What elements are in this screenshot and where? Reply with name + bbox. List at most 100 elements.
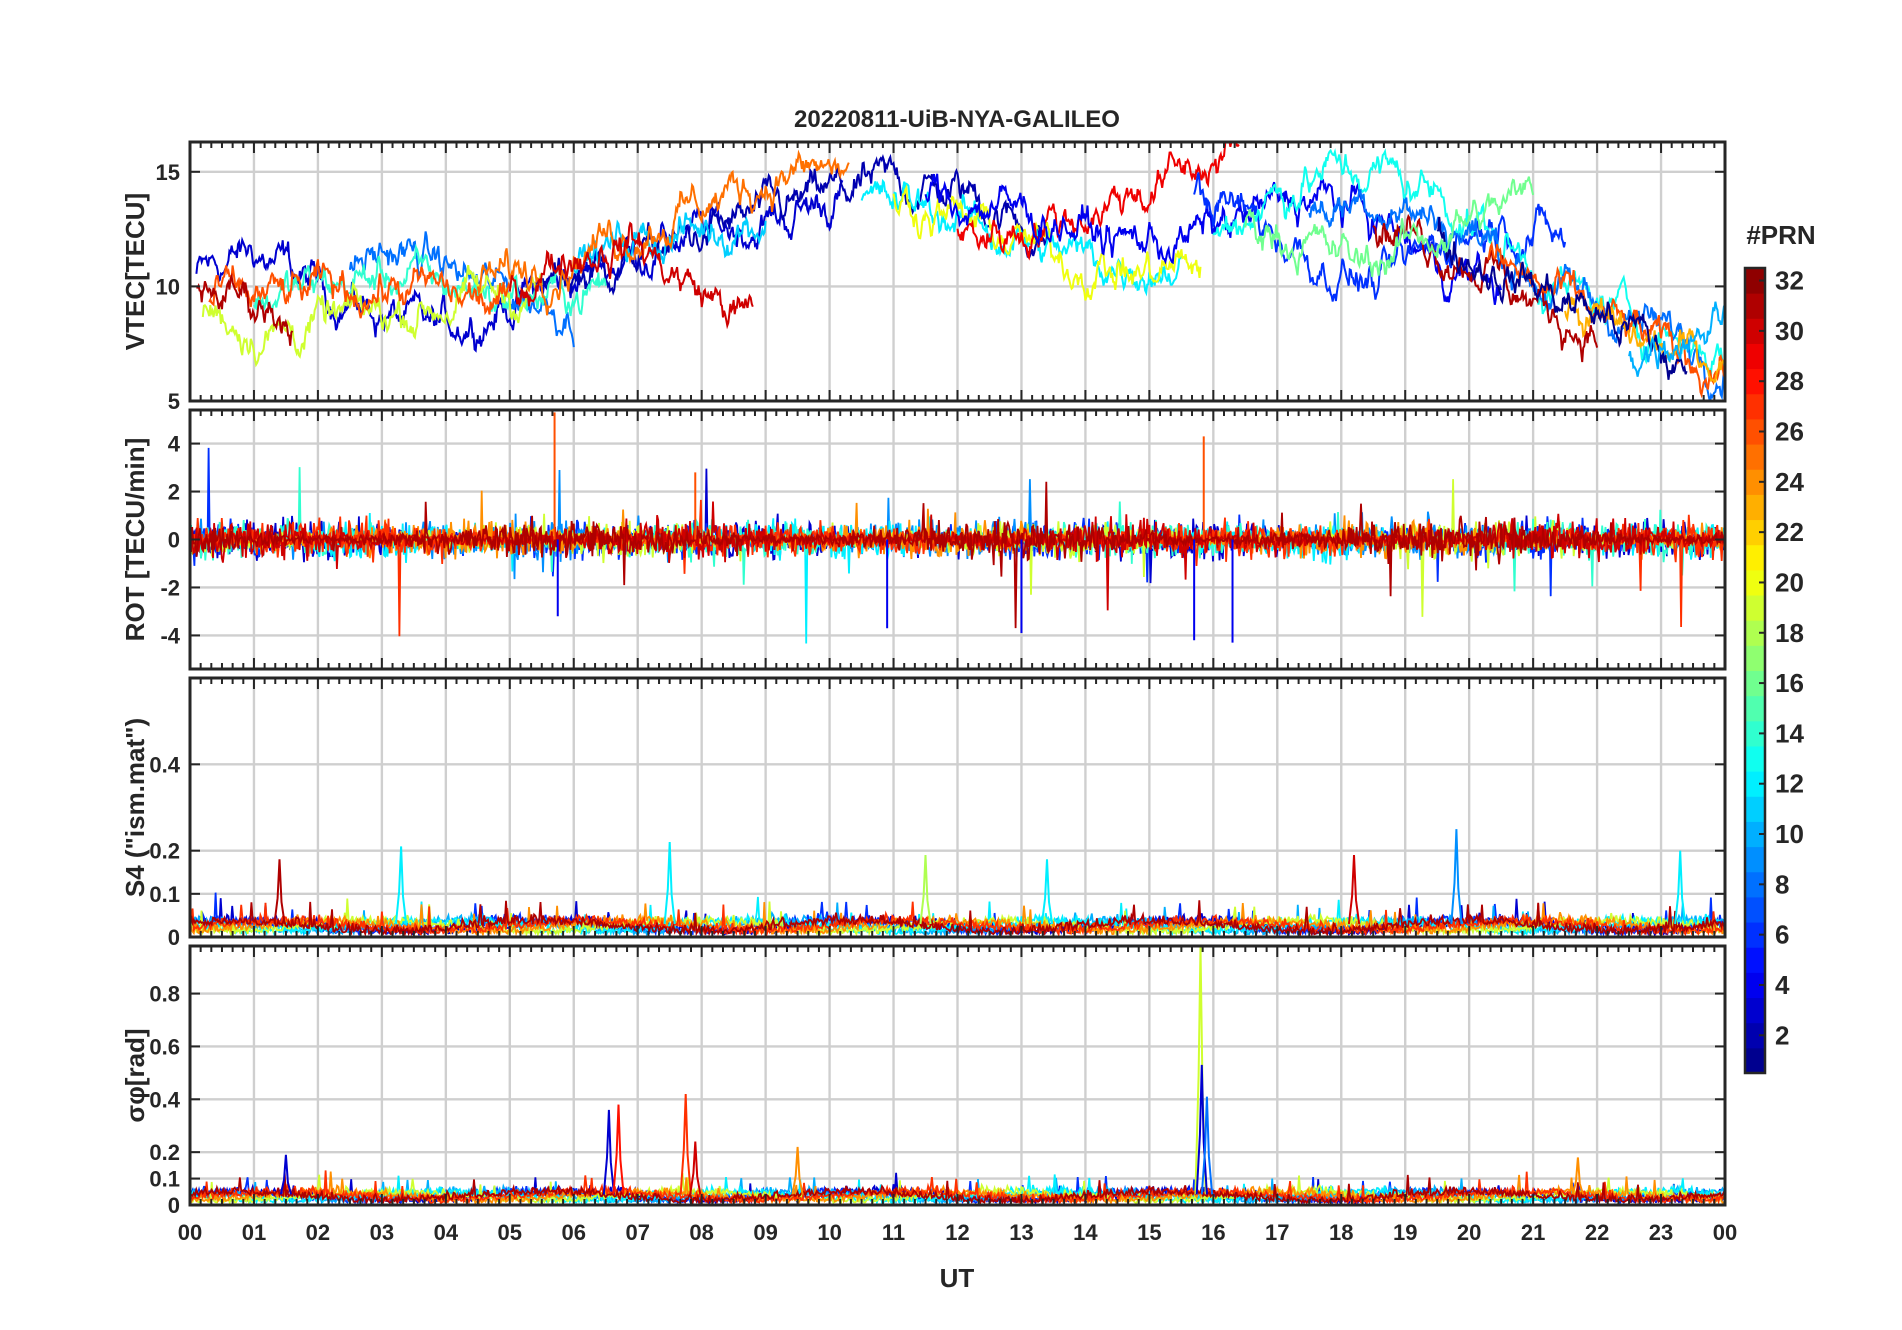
x-tick-label: 11 bbox=[882, 1220, 905, 1245]
peak-prn-18 bbox=[919, 854, 932, 925]
x-tick-label: 07 bbox=[625, 1220, 649, 1245]
panel-sigma_phi: 00.10.2 0.4 0.6 0.8 σφ[rad] bbox=[120, 944, 1727, 1218]
y-tick-label: 0 bbox=[168, 925, 180, 950]
colorbar-segment bbox=[1745, 418, 1765, 445]
series-line-prn-30 bbox=[508, 221, 754, 330]
series-line-prn-4 bbox=[924, 173, 1503, 305]
colorbar-tick-label: 28 bbox=[1775, 366, 1804, 396]
panel-s4-grid bbox=[190, 678, 1725, 939]
peak-prn-24 bbox=[791, 1146, 804, 1195]
peak-prn-3 bbox=[279, 1154, 293, 1195]
colorbar-segment bbox=[1745, 469, 1765, 495]
series-line-prn-29 bbox=[956, 142, 1240, 261]
colorbar-tick-label: 32 bbox=[1775, 266, 1804, 296]
x-tick-label: 04 bbox=[434, 1220, 459, 1245]
x-tick-label: 14 bbox=[1073, 1220, 1098, 1245]
colorbar-segment bbox=[1745, 645, 1765, 671]
series-line-prn-10 bbox=[1628, 301, 1725, 377]
y-tick-label: 0.4 bbox=[149, 752, 180, 777]
y-tick-label: 0.4 bbox=[149, 1087, 180, 1112]
colorbar-segment bbox=[1745, 343, 1765, 370]
colorbar-segment bbox=[1745, 293, 1765, 319]
colorbar-segment bbox=[1745, 695, 1765, 722]
x-axis: 00 01 02 03 04 05 06 07 08 09 10 11 12 13 14 15 16 17 18 19… bbox=[178, 1220, 1737, 1245]
colorbar-segment bbox=[1745, 1047, 1765, 1074]
colorbar-tick-label: 2 bbox=[1775, 1020, 1789, 1050]
colorbar-segment bbox=[1745, 745, 1765, 772]
colorbar-tick-label: 4 bbox=[1775, 970, 1790, 1000]
colorbar-segment bbox=[1745, 796, 1765, 822]
y-tick-label: 0.6 bbox=[149, 1034, 180, 1059]
peak-prn-27 bbox=[679, 1093, 692, 1195]
panel-rot-ylabel: ROT [TECU/min] bbox=[120, 438, 150, 642]
y-tick-label: 0 bbox=[168, 528, 180, 553]
peak-prn-12 bbox=[1674, 850, 1687, 925]
peak-prn-8 bbox=[1200, 1096, 1214, 1195]
panel-rot-ticks bbox=[189, 410, 1726, 669]
colorbar-frame bbox=[1743, 266, 1767, 1075]
series-line-prn-25 bbox=[476, 149, 850, 316]
peak-prn-3 bbox=[602, 1109, 615, 1195]
colorbar-segment bbox=[1745, 368, 1765, 395]
x-tick-label: 06 bbox=[562, 1220, 586, 1245]
series-line-prn-31 bbox=[196, 272, 294, 346]
y-tick-label: 0.1 bbox=[149, 1167, 180, 1192]
series-line-prn-1 bbox=[1436, 216, 1688, 380]
panel-rot: -4 -2 0 2 4 ROT [TECU/min] bbox=[120, 408, 1727, 671]
colorbar-segment bbox=[1745, 1022, 1765, 1049]
x-tick-label: 05 bbox=[498, 1220, 522, 1245]
x-tick-label: 22 bbox=[1585, 1220, 1609, 1245]
peak-prn-30 bbox=[1347, 854, 1361, 925]
colorbar-tick-label: 14 bbox=[1775, 718, 1804, 748]
y-tick-label: 2 bbox=[168, 480, 180, 505]
y-tick-label: 15 bbox=[156, 160, 180, 185]
colorbar-segment bbox=[1745, 620, 1765, 646]
colorbar-segment bbox=[1745, 444, 1765, 470]
x-tick-label: 16 bbox=[1201, 1220, 1225, 1245]
peak-prn-9 bbox=[1450, 829, 1463, 925]
panel-rot-data bbox=[190, 412, 1725, 644]
colorbar-label: #PRN bbox=[1746, 220, 1815, 250]
colorbar-segment bbox=[1745, 997, 1765, 1024]
colorbar-tick-label: 12 bbox=[1775, 769, 1804, 799]
colorbar-tick-label: 30 bbox=[1775, 316, 1804, 346]
series-line-prn-8 bbox=[1308, 189, 1725, 401]
series-line-prn-31 bbox=[1372, 213, 1599, 363]
colorbar-segment bbox=[1745, 544, 1765, 571]
x-tick-label: 18 bbox=[1329, 1220, 1353, 1245]
series-line-prn-26 bbox=[208, 259, 511, 319]
series-line-prn-16 bbox=[1244, 176, 1535, 277]
y-tick-label: 0.1 bbox=[149, 882, 180, 907]
panel-vtec-ylabel: VTEC[TECU] bbox=[120, 193, 150, 350]
y-tick-label: 0.8 bbox=[149, 982, 180, 1007]
colorbar-segment bbox=[1745, 494, 1765, 521]
colorbar-tick-label: 16 bbox=[1775, 668, 1804, 698]
panel-s4-ticks bbox=[189, 678, 1726, 938]
peak-prn-12 bbox=[1040, 859, 1054, 925]
series-line-prn-2 bbox=[540, 153, 1048, 296]
colorbar-tick-label: 20 bbox=[1775, 567, 1804, 597]
x-tick-label: 10 bbox=[817, 1220, 841, 1245]
x-axis-label: UT bbox=[940, 1263, 975, 1293]
x-tick-label: 02 bbox=[306, 1220, 330, 1245]
series-line-prn-31 bbox=[190, 481, 1725, 629]
panel-sigma_phi-ticks bbox=[189, 946, 1726, 1206]
y-tick-label: 4 bbox=[168, 432, 181, 457]
colorbar-tick-label: 18 bbox=[1775, 618, 1804, 648]
colorbar-segment bbox=[1745, 947, 1765, 973]
panel-sigma_phi-grid bbox=[190, 946, 1725, 1207]
colorbar-segment bbox=[1745, 393, 1765, 420]
colorbar-segment bbox=[1745, 519, 1765, 546]
x-tick-label: 17 bbox=[1265, 1220, 1289, 1245]
x-tick-label: 01 bbox=[242, 1220, 266, 1245]
x-tick-label: 21 bbox=[1521, 1220, 1545, 1245]
panel-vtec-ticks bbox=[189, 142, 1726, 402]
x-tick-label: 12 bbox=[945, 1220, 969, 1245]
series-line-prn-14 bbox=[253, 243, 607, 317]
colorbar-tick-label: 8 bbox=[1775, 869, 1789, 899]
panel-s4: 0 0.1 0.2 0.4S4 ("ism.mat") bbox=[120, 676, 1727, 950]
peak-prn-12 bbox=[394, 846, 408, 925]
colorbar-segment bbox=[1745, 972, 1765, 999]
